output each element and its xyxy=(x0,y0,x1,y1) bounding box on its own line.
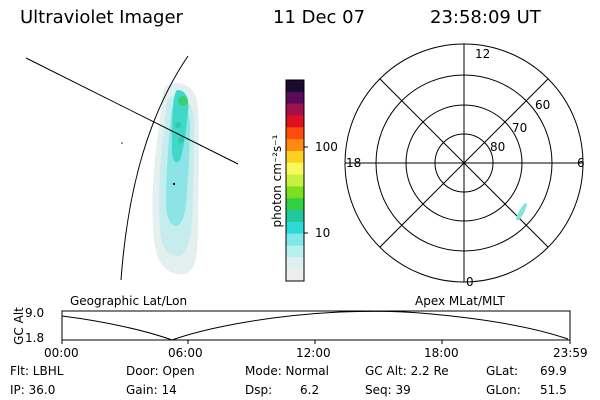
polar-plot xyxy=(344,43,584,283)
mlt-label-6: 6 xyxy=(577,156,585,170)
colorbar-swatch xyxy=(286,210,304,223)
glat-value: 69.9 xyxy=(540,364,567,378)
colorbar-swatch xyxy=(286,162,304,176)
colorbar-swatch xyxy=(286,245,304,258)
mlt-label-0: 0 xyxy=(466,275,474,289)
seq-info: Seq: 39 xyxy=(365,383,411,397)
aurora-green-spot xyxy=(175,122,181,128)
colorbar-tick-10: 10 xyxy=(315,226,331,240)
ip-info: IP: 36.0 xyxy=(10,383,56,397)
polar-aurora-patch xyxy=(516,202,527,221)
glon-value: 51.5 xyxy=(540,383,567,397)
altitude-curve xyxy=(61,310,569,341)
colorbar-swatch xyxy=(286,198,304,211)
colorbar-swatch xyxy=(286,103,304,117)
mlt-label-12: 12 xyxy=(475,47,491,61)
colorbar-swatch xyxy=(286,269,304,282)
timeline-plot xyxy=(61,310,571,344)
colorbar-swatch xyxy=(286,174,304,188)
colorbar-swatch xyxy=(286,186,304,199)
glon-label: GLon: xyxy=(486,383,521,397)
aurora-green-spot xyxy=(178,137,184,143)
colorbar-swatch xyxy=(286,139,304,152)
door-info: Door: Open xyxy=(126,364,195,378)
timeline-xtick: 23:59 xyxy=(553,346,588,360)
aurora-green-spot xyxy=(178,96,188,106)
timeline-ylabel: GC Alt xyxy=(12,307,26,345)
colorbar-swatch xyxy=(286,80,304,93)
meridian-line xyxy=(25,57,239,165)
filter-info: Flt: LBHL xyxy=(10,364,64,378)
timeline-xtick: 00:00 xyxy=(44,346,79,360)
geographic-label: Geographic Lat/Lon xyxy=(70,294,188,308)
date-label: 11 Dec 07 xyxy=(273,7,366,28)
mlt-label-18: 18 xyxy=(346,156,362,170)
colorbar-unit-label: photon cm⁻²s⁻¹ xyxy=(270,134,284,228)
dsp-value: 6.2 xyxy=(300,383,320,397)
colorbar xyxy=(285,79,308,282)
timeline-xtick: 06:00 xyxy=(168,346,203,360)
gain-info: Gain: 14 xyxy=(126,383,177,397)
colorbar-swatch xyxy=(286,150,304,164)
gc-alt-info: GC Alt: 2.2 Re xyxy=(365,364,449,378)
timeline-ytick-1-8: 1.8 xyxy=(25,331,45,345)
colorbar-swatch xyxy=(286,257,304,270)
colorbar-tick-100: 100 xyxy=(315,140,338,154)
colorbar-swatch xyxy=(286,115,304,128)
terminator-curve xyxy=(120,55,189,281)
mlat-label-70: 70 xyxy=(512,121,528,135)
colorbar-swatch xyxy=(286,221,304,235)
colorbar-swatch xyxy=(286,91,304,105)
dsp-label: Dsp: xyxy=(245,383,273,397)
geographic-image xyxy=(25,55,239,281)
aurora-dot xyxy=(121,142,123,144)
colorbar-swatch xyxy=(286,233,304,247)
aurora-dot xyxy=(172,182,176,186)
colorbar-swatch xyxy=(286,127,304,140)
apex-label: Apex MLat/MLT xyxy=(415,294,505,308)
mode-info: Mode: Normal xyxy=(245,364,329,378)
glat-label: GLat: xyxy=(486,364,519,378)
instrument-title: Ultraviolet Imager xyxy=(20,7,183,28)
time-label: 23:58:09 UT xyxy=(430,7,541,28)
mlat-label-60: 60 xyxy=(535,98,551,112)
timeline-xtick: 12:00 xyxy=(296,346,331,360)
timeline-xtick: 18:00 xyxy=(424,346,459,360)
timeline-ytick-9: 9.0 xyxy=(25,306,45,320)
mlat-label-80: 80 xyxy=(490,140,506,154)
